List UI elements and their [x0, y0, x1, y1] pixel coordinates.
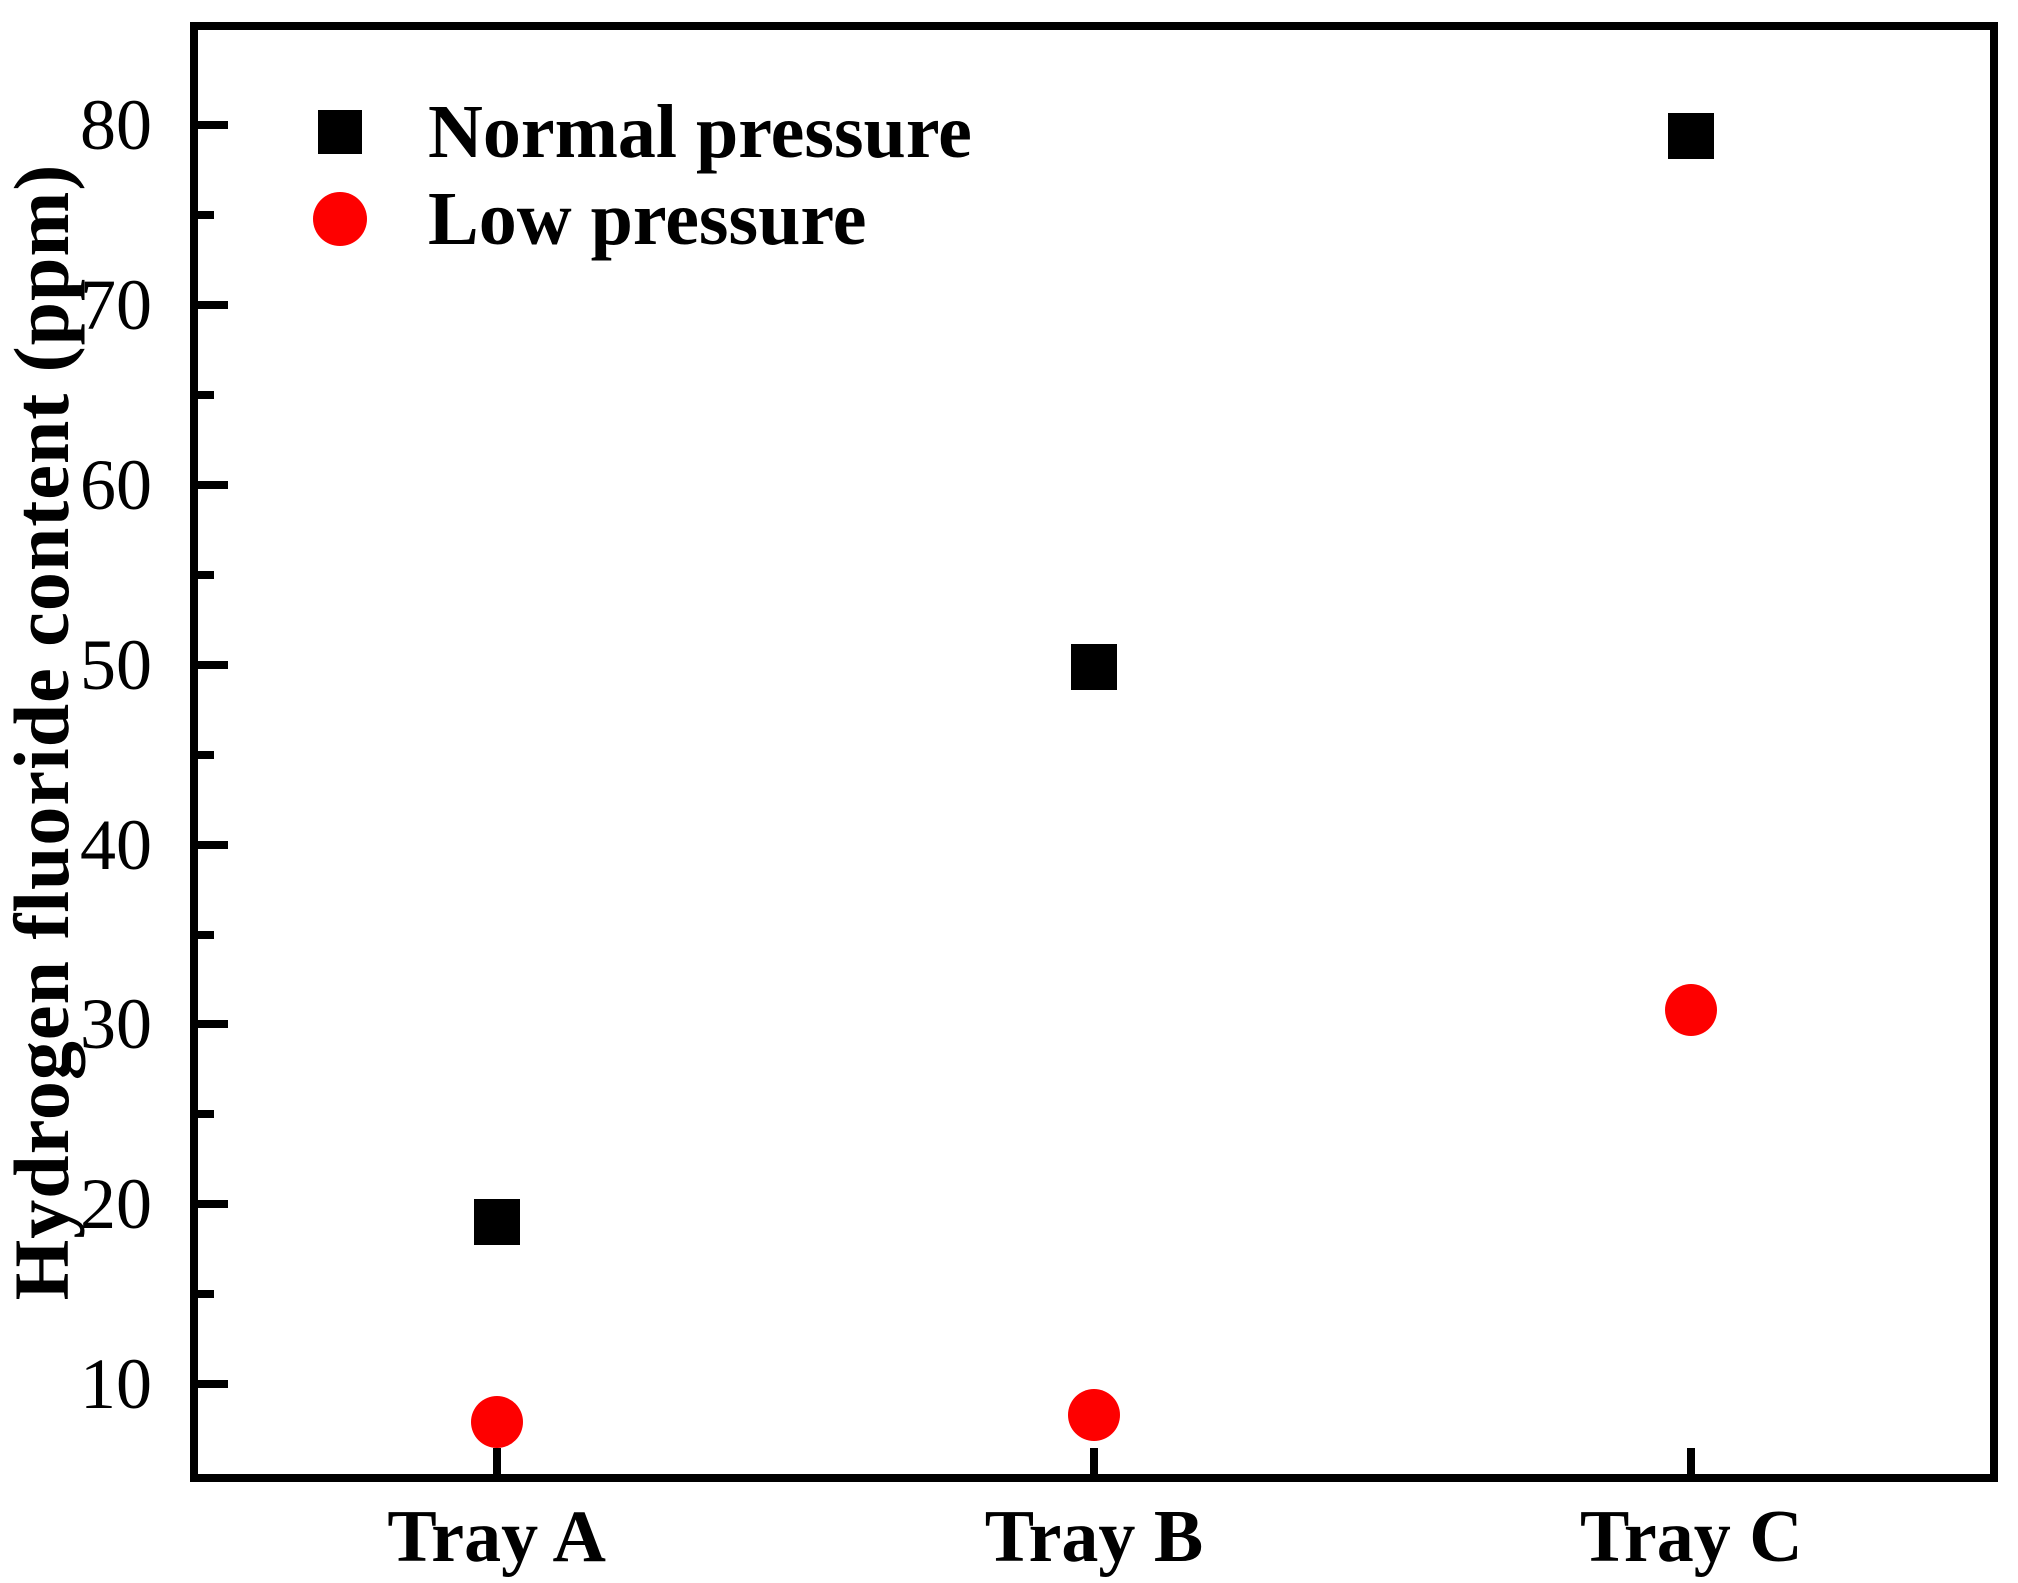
- y-major-tick: [198, 121, 228, 130]
- y-tick-label: 30: [80, 984, 152, 1065]
- legend: Normal pressure Low pressure: [198, 30, 1990, 1474]
- y-major-tick: [198, 840, 228, 849]
- y-minor-tick: [198, 1290, 214, 1299]
- legend-label-low-pressure: Low pressure: [428, 177, 867, 261]
- y-tick-label: 20: [80, 1164, 152, 1245]
- data-point-low-pressure-tray-c: [1665, 984, 1718, 1037]
- x-category-label-tray-c: Tray C: [1580, 1496, 1803, 1578]
- data-point-normal-pressure-tray-b: [1071, 643, 1117, 690]
- y-minor-tick: [198, 211, 214, 220]
- x-tick: [1090, 1448, 1098, 1474]
- legend-label-normal-pressure: Normal pressure: [428, 90, 972, 174]
- y-tick-label: 10: [80, 1344, 152, 1425]
- plot-frame: Normal pressure Low pressure: [190, 22, 1998, 1482]
- y-tick-label: 60: [80, 444, 152, 525]
- y-tick-label: 70: [80, 265, 152, 346]
- y-major-tick: [198, 480, 228, 489]
- y-tick-label: 50: [80, 624, 152, 705]
- x-category-label-tray-a: Tray A: [387, 1496, 606, 1578]
- data-point-normal-pressure-tray-c: [1668, 113, 1715, 160]
- legend-marker-circle: [313, 192, 367, 246]
- x-tick: [1687, 1448, 1696, 1474]
- y-major-tick: [198, 1020, 228, 1029]
- y-major-tick: [198, 1200, 228, 1209]
- y-major-tick: [198, 301, 228, 310]
- y-minor-tick: [198, 750, 214, 759]
- data-point-low-pressure-tray-b: [1068, 1388, 1120, 1441]
- y-major-tick: [198, 1380, 228, 1389]
- y-major-tick: [198, 660, 228, 669]
- x-category-label-tray-b: Tray B: [984, 1496, 1204, 1578]
- x-tick: [492, 1448, 501, 1474]
- y-minor-tick: [198, 391, 214, 400]
- y-tick-label: 80: [80, 85, 152, 166]
- y-minor-tick: [198, 570, 214, 579]
- plot-area: Normal pressure Low pressure: [198, 30, 1990, 1474]
- y-tick-label: 40: [80, 804, 152, 885]
- y-minor-tick: [198, 930, 214, 939]
- legend-marker-square: [318, 110, 362, 154]
- y-minor-tick: [198, 1110, 214, 1119]
- data-point-low-pressure-tray-a: [470, 1395, 523, 1448]
- data-point-normal-pressure-tray-a: [473, 1199, 520, 1246]
